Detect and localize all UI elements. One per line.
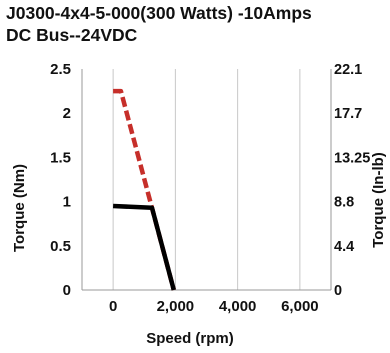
x-tick-label: 4,000 [219, 298, 257, 315]
y-tick-label-left: 0.5 [50, 238, 71, 255]
y-tick-label-right: 8.8 [334, 195, 354, 211]
y-tick-label-right: 4.4 [334, 239, 354, 255]
y-tick-label-left: 0 [63, 282, 71, 299]
x-axis-label: Speed (rpm) [146, 330, 234, 347]
y-tick-label-left: 1.5 [50, 149, 71, 166]
y-tick-label-left: 1 [63, 194, 71, 211]
series-layer [112, 88, 176, 291]
x-tick-label: 6,000 [281, 298, 319, 315]
x-tick-label: 0 [109, 298, 117, 315]
ticks-layer: 0 2,000 4,000 6,000 0 0.5 1 1.5 2 2.5 0 4.4 8.8 13.25… [50, 61, 370, 315]
chart-title-line-1: J0300-4x4-5-000(300 Watts) -10Amps [6, 3, 312, 23]
series-line-1 [112, 203, 176, 291]
y-tick-label-right: 0 [334, 283, 342, 299]
y-axis-label-right: Torque (In-lb) [370, 152, 387, 248]
y-tick-label-left: 2.5 [50, 61, 71, 78]
y-tick-label-right: 13.25 [334, 150, 370, 166]
y-axis-label-left: Torque (Nm) [11, 164, 28, 252]
y-tick-label-right: 17.7 [334, 106, 362, 122]
axes-layer [81, 69, 332, 291]
grid-layer [112, 69, 301, 290]
chart-title-line-2: DC Bus--24VDC [6, 25, 138, 45]
x-tick-label: 2,000 [157, 298, 195, 315]
y-tick-label-right: 22.1 [334, 62, 362, 78]
y-tick-label-left: 2 [63, 105, 71, 122]
